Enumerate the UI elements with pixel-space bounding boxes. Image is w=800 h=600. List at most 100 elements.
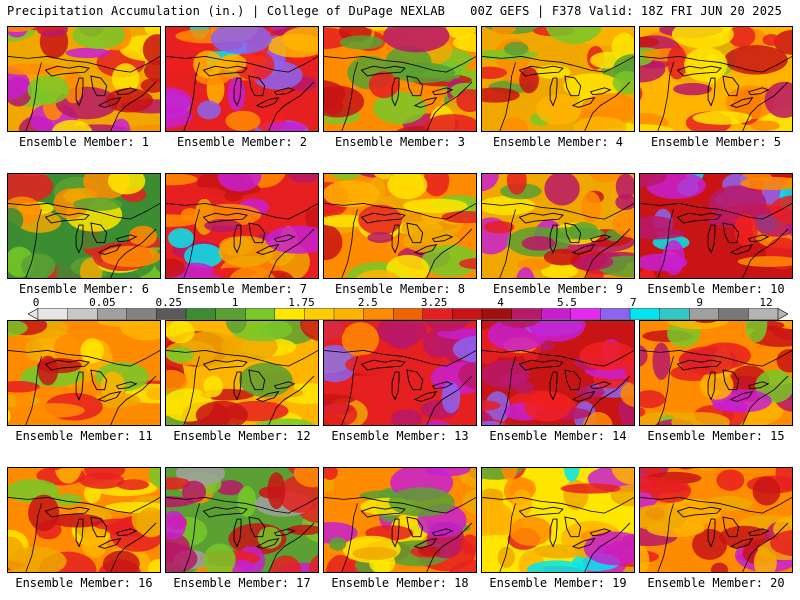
map-title: Precipitation Accumulation (in.) | Colle…: [7, 4, 446, 18]
precip-blob: [648, 478, 692, 503]
precip-blob: [482, 196, 536, 216]
precip-blob: [324, 224, 343, 261]
precip-blob: [324, 522, 358, 544]
great-lakes-outline: [360, 212, 406, 224]
precip-blob: [519, 67, 539, 94]
precip-blob: [482, 66, 508, 79]
state-border: [499, 356, 516, 425]
ensemble-member-label: Ensemble Member: 8: [334, 282, 466, 296]
precip-blob: [166, 258, 186, 278]
precip-blob: [21, 253, 56, 278]
precip-blob: [506, 174, 527, 195]
great-lakes-outline: [255, 537, 280, 549]
precip-blob: [775, 468, 792, 491]
great-lakes-outline: [360, 506, 406, 518]
precip-blob: [8, 27, 36, 33]
colorbar-swatch: [748, 308, 779, 320]
great-lakes-outline: [676, 359, 722, 371]
great-lakes-outline: [589, 381, 612, 390]
great-lakes-outline: [413, 390, 438, 402]
precip-blob: [25, 403, 85, 418]
ensemble-member-map: [7, 320, 161, 426]
great-lakes-outline: [90, 222, 108, 244]
colorbar-tick-label: 9: [696, 296, 703, 309]
precip-blob: [386, 324, 418, 350]
precip-blob: [662, 240, 685, 276]
precipitation-field: [8, 468, 160, 572]
precip-blob: [611, 468, 634, 485]
great-lakes-outline: [413, 96, 438, 108]
precip-blob: [544, 174, 580, 206]
state-border: [482, 350, 634, 367]
precip-blob: [573, 116, 627, 131]
precip-blob: [324, 468, 338, 480]
colorbar-min-arrow: [28, 308, 39, 320]
precipitation-field: [324, 321, 476, 425]
great-lakes-outline: [707, 77, 716, 107]
precip-blob: [96, 321, 151, 328]
state-border: [426, 375, 473, 425]
precipitation-field: [640, 321, 792, 425]
precip-blob: [611, 210, 634, 239]
precip-blob: [640, 227, 685, 240]
great-lakes-outline: [406, 222, 424, 244]
precip-blob: [341, 322, 379, 357]
precip-blob: [90, 392, 141, 408]
state-border: [742, 522, 789, 572]
precip-blob: [456, 89, 476, 113]
precip-blob: [102, 550, 140, 572]
ensemble-member-map: [639, 26, 793, 132]
precip-blob: [8, 409, 11, 423]
precipitation-field: [166, 468, 318, 572]
state-border: [499, 209, 516, 278]
great-lakes-outline: [44, 65, 90, 77]
precip-blob: [708, 185, 767, 220]
great-lakes-outline: [431, 234, 454, 243]
ensemble-member-map: [165, 467, 319, 573]
great-lakes-outline: [722, 222, 740, 244]
ensemble-member-label: Ensemble Member: 18: [331, 576, 469, 590]
state-border: [268, 81, 315, 131]
great-lakes-outline: [75, 371, 84, 401]
precip-blob: [724, 45, 788, 75]
colorbar-swatch: [185, 308, 217, 320]
precip-blob: [116, 479, 150, 491]
ensemble-member-map: [481, 26, 635, 132]
precip-blob: [582, 411, 613, 425]
colorbar-swatch: [304, 308, 335, 320]
precip-blob: [147, 559, 160, 572]
precip-blob: [325, 554, 356, 572]
great-lakes-outline: [273, 528, 296, 537]
great-lakes-outline: [202, 359, 248, 371]
great-lakes-outline: [431, 87, 454, 96]
great-lakes-outline: [202, 506, 248, 518]
precip-blob: [237, 486, 257, 517]
precip-blob: [324, 214, 370, 228]
precip-blob: [509, 516, 553, 546]
precip-blob: [48, 468, 62, 471]
state-border: [324, 497, 476, 514]
great-lakes-outline: [589, 87, 612, 96]
precip-blob: [516, 267, 535, 278]
precip-blob: [339, 35, 384, 50]
colorbar-tick-label: 7: [629, 296, 637, 309]
great-lakes-outline: [233, 224, 242, 254]
precip-blob: [424, 114, 476, 131]
ensemble-member-map: [323, 26, 477, 132]
state-border: [657, 62, 674, 131]
ensemble-member-label: Ensemble Member: 14: [489, 429, 627, 443]
ensemble-member-map: [323, 173, 477, 279]
precip-blob: [387, 174, 428, 200]
precipitation-field: [8, 174, 160, 278]
precip-blob: [383, 27, 450, 53]
precip-blob: [712, 400, 749, 412]
state-border: [183, 209, 200, 278]
precip-blob: [257, 526, 282, 549]
ensemble-member-map: [481, 467, 635, 573]
precip-blob: [773, 29, 792, 55]
great-lakes-outline: [747, 234, 770, 243]
precip-blob: [673, 82, 712, 96]
precip-blob: [168, 228, 194, 249]
precip-blob: [764, 81, 792, 119]
ensemble-member-map: [639, 320, 793, 426]
